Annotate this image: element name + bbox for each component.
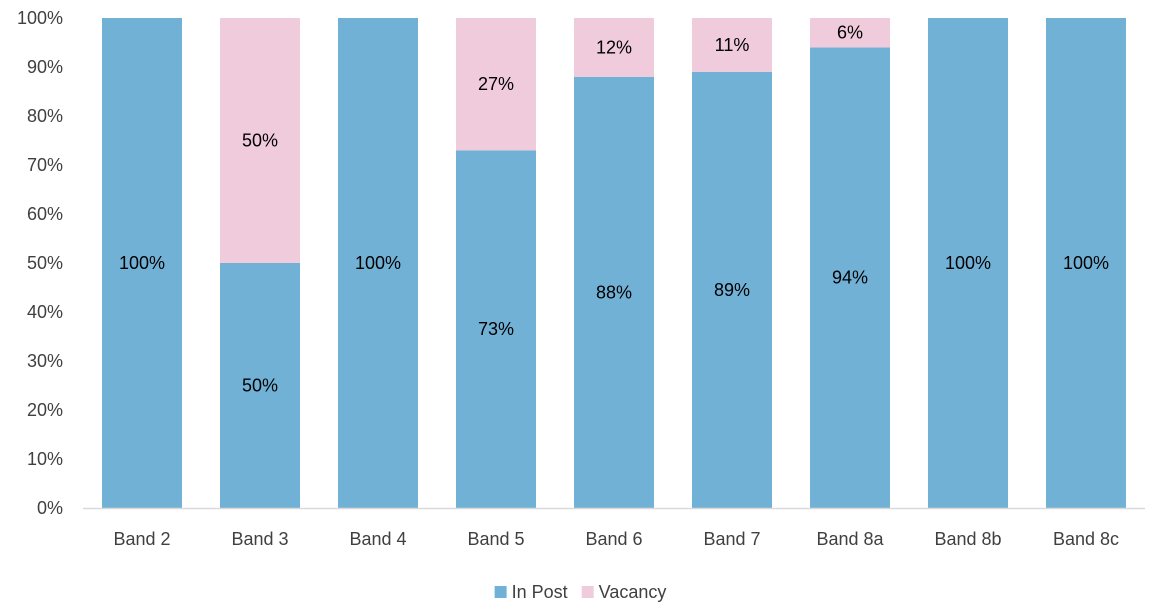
y-tick-label: 70% bbox=[27, 155, 63, 175]
data-label-vacancy-band-3: 50% bbox=[242, 131, 278, 151]
data-label-in-post-band-8b: 100% bbox=[945, 253, 991, 273]
bar-vacancy-band-8a bbox=[810, 18, 890, 48]
y-tick-label: 60% bbox=[27, 204, 63, 224]
bars-group bbox=[102, 18, 1126, 509]
y-axis-ticks: 0% 10% 20% 30% 40% 50% 60% 70% 80% 90% 100% bbox=[17, 8, 63, 518]
y-tick-label: 30% bbox=[27, 351, 63, 371]
x-tick-label: Band 8b bbox=[934, 529, 1001, 549]
data-labels-group: 100% 50% 50% 100% 73% 27% 88% 12% 89% 11% 94% 6% 100… bbox=[119, 23, 1109, 396]
y-tick-label: 0% bbox=[37, 498, 63, 518]
legend-label: Vacancy bbox=[599, 582, 667, 602]
x-tick-label: Band 7 bbox=[703, 529, 760, 549]
data-label-in-post-band-3: 50% bbox=[242, 376, 278, 396]
data-label-vacancy-band-6: 12% bbox=[596, 37, 632, 57]
bar-in-post-band-4 bbox=[338, 18, 418, 508]
bar-vacancy-band-7 bbox=[692, 18, 772, 72]
data-label-vacancy-band-7: 11% bbox=[715, 35, 750, 55]
y-tick-label: 40% bbox=[27, 302, 63, 322]
data-label-in-post-band-8a: 94% bbox=[832, 268, 868, 288]
x-tick-label: Band 8c bbox=[1053, 529, 1119, 549]
x-tick-label: Band 3 bbox=[231, 529, 288, 549]
x-tick-label: Band 5 bbox=[467, 529, 524, 549]
y-tick-label: 20% bbox=[27, 400, 63, 420]
x-tick-label: Band 4 bbox=[349, 529, 406, 549]
data-label-in-post-band-4: 100% bbox=[355, 253, 401, 273]
x-axis-ticks: Band 2 Band 3 Band 4 Band 5 Band 6 Band 7 Band… bbox=[113, 529, 1119, 549]
data-label-vacancy-band-8a: 6% bbox=[837, 23, 863, 43]
legend-item-in-post: In Post bbox=[494, 582, 568, 602]
legend-swatch bbox=[581, 586, 594, 598]
legend-swatch bbox=[494, 586, 507, 598]
legend-label: In Post bbox=[512, 582, 568, 602]
y-tick-label: 10% bbox=[27, 449, 63, 469]
legend: In Post Vacancy bbox=[494, 582, 667, 602]
bar-in-post-band-5 bbox=[456, 150, 536, 509]
data-label-in-post-band-5: 73% bbox=[478, 319, 514, 339]
x-tick-label: Band 8a bbox=[816, 529, 884, 549]
bar-vacancy-band-5 bbox=[456, 18, 536, 151]
legend-item-vacancy: Vacancy bbox=[581, 582, 667, 602]
bar-in-post-band-3 bbox=[220, 263, 300, 508]
data-label-in-post-band-7: 89% bbox=[714, 280, 750, 300]
bar-vacancy-band-3 bbox=[220, 18, 300, 263]
bar-in-post-band-2 bbox=[102, 18, 182, 508]
x-tick-label: Band 6 bbox=[585, 529, 642, 549]
bar-in-post-band-8a bbox=[810, 47, 890, 509]
data-label-vacancy-band-5: 27% bbox=[478, 74, 514, 94]
bar-vacancy-band-6 bbox=[574, 18, 654, 77]
data-label-in-post-band-8c: 100% bbox=[1063, 253, 1109, 273]
bar-in-post-band-6 bbox=[574, 76, 654, 509]
y-tick-label: 90% bbox=[27, 57, 63, 77]
bar-in-post-band-8c bbox=[1046, 18, 1126, 508]
bar-in-post-band-7 bbox=[692, 71, 772, 509]
y-tick-label: 50% bbox=[27, 253, 63, 273]
data-label-in-post-band-2: 100% bbox=[119, 253, 165, 273]
y-tick-label: 100% bbox=[17, 8, 63, 28]
x-tick-label: Band 2 bbox=[113, 529, 170, 549]
bar-in-post-band-8b bbox=[928, 18, 1008, 508]
y-tick-label: 80% bbox=[27, 106, 63, 126]
data-label-in-post-band-6: 88% bbox=[596, 282, 632, 302]
